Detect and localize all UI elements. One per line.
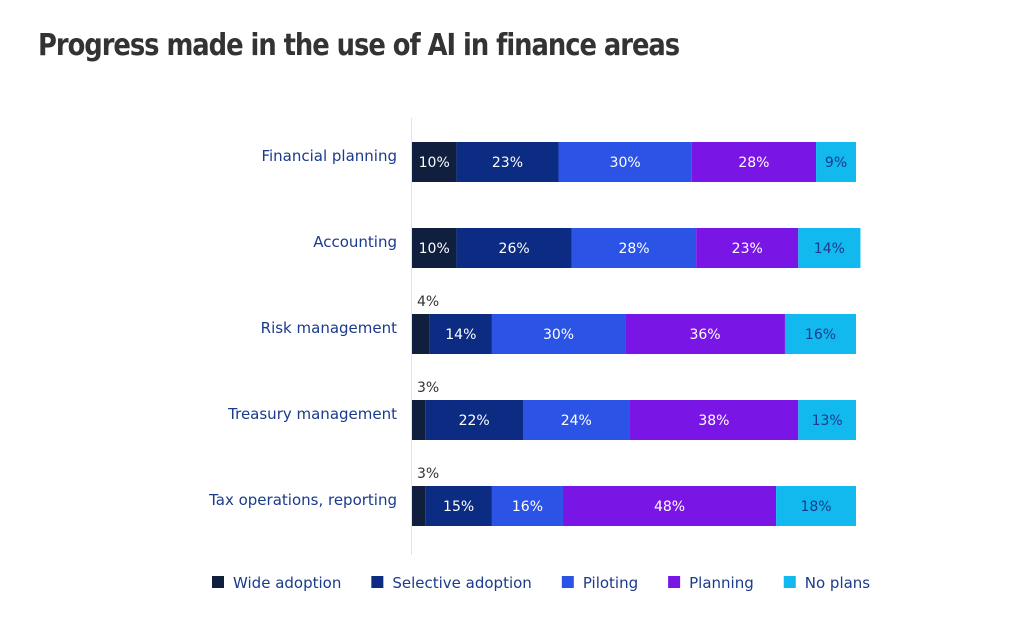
data-label: 23% bbox=[492, 155, 523, 171]
data-label: 48% bbox=[654, 499, 685, 515]
bar-segment-no-plans bbox=[784, 314, 856, 354]
legend-label: Selective adoption bbox=[392, 574, 531, 592]
data-label: 13% bbox=[812, 413, 843, 429]
legend-label: Piloting bbox=[583, 574, 638, 592]
data-label: 10% bbox=[419, 241, 450, 257]
legend-swatch bbox=[783, 576, 796, 588]
data-label: 28% bbox=[618, 241, 649, 257]
bar-segment-wide-adoption bbox=[412, 142, 457, 182]
data-label: 14% bbox=[814, 241, 845, 257]
bar-segment-piloting bbox=[491, 314, 626, 354]
bar-segment-wide-adoption bbox=[412, 314, 430, 354]
category-label: Accounting bbox=[313, 233, 397, 251]
legend-swatch bbox=[668, 576, 681, 588]
bar-segment-planning bbox=[562, 486, 777, 526]
bar-segment-selective-adoption bbox=[456, 142, 559, 182]
bar-segment-no-plans bbox=[798, 228, 861, 268]
bar-segment-wide-adoption bbox=[412, 400, 426, 440]
data-label: 23% bbox=[732, 241, 763, 257]
bar-segment-wide-adoption bbox=[412, 486, 426, 526]
category-label: Treasury management bbox=[227, 405, 397, 423]
data-label: 3% bbox=[417, 466, 439, 482]
bar-segment-selective-adoption bbox=[425, 486, 492, 526]
bar-segment-piloting bbox=[491, 486, 563, 526]
legend-label: Planning bbox=[689, 574, 754, 592]
bar-segment-selective-adoption bbox=[425, 400, 523, 440]
bar-segment-selective-adoption bbox=[456, 228, 572, 268]
legend-swatch bbox=[561, 576, 574, 588]
bar-segment-planning bbox=[691, 142, 817, 182]
bar-segment-planning bbox=[696, 228, 799, 268]
legend-swatch bbox=[371, 576, 384, 588]
bar-segment-planning bbox=[625, 314, 785, 354]
bar-segment-piloting bbox=[558, 142, 692, 182]
data-label: 9% bbox=[825, 155, 847, 171]
data-label: 24% bbox=[561, 413, 592, 429]
bar-segment-wide-adoption bbox=[412, 228, 457, 268]
bar-segment-no-plans bbox=[798, 400, 856, 440]
category-label: Risk management bbox=[261, 319, 397, 337]
legend-label: No plans bbox=[805, 574, 871, 592]
bar-segment-piloting bbox=[523, 400, 630, 440]
data-label: 38% bbox=[698, 413, 729, 429]
data-label: 18% bbox=[800, 499, 831, 515]
data-label: 14% bbox=[445, 327, 476, 343]
bar-segment-no-plans bbox=[816, 142, 856, 182]
bar-segment-planning bbox=[629, 400, 799, 440]
data-label: 22% bbox=[459, 413, 490, 429]
data-label: 36% bbox=[689, 327, 720, 343]
data-label: 26% bbox=[499, 241, 530, 257]
bar-segment-selective-adoption bbox=[429, 314, 492, 354]
data-label: 28% bbox=[738, 155, 769, 171]
data-label: 3% bbox=[417, 380, 439, 396]
data-label: 4% bbox=[417, 294, 439, 310]
chart-title: Progress made in the use of AI in financ… bbox=[38, 28, 680, 63]
bar-segment-piloting bbox=[571, 228, 697, 268]
data-label: 15% bbox=[443, 499, 474, 515]
data-label: 10% bbox=[419, 155, 450, 171]
legend-label: Wide adoption bbox=[233, 574, 341, 592]
data-label: 16% bbox=[512, 499, 543, 515]
bar-segment-no-plans bbox=[776, 486, 856, 526]
data-label: 30% bbox=[610, 155, 641, 171]
category-label: Financial planning bbox=[261, 147, 397, 165]
data-label: 30% bbox=[543, 327, 574, 343]
data-label: 16% bbox=[805, 327, 836, 343]
category-label: Tax operations, reporting bbox=[208, 491, 397, 509]
legend-swatch bbox=[212, 576, 224, 588]
